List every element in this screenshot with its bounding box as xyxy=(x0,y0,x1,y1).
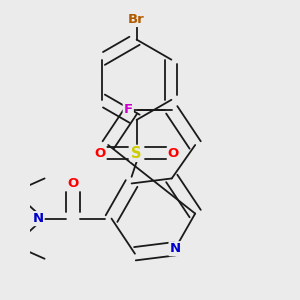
Text: Br: Br xyxy=(128,13,145,26)
Text: O: O xyxy=(168,147,179,160)
Text: F: F xyxy=(124,103,133,116)
Text: S: S xyxy=(131,146,142,161)
Text: N: N xyxy=(169,242,181,255)
Text: N: N xyxy=(32,212,44,225)
Text: O: O xyxy=(68,177,79,190)
Text: O: O xyxy=(94,147,105,160)
